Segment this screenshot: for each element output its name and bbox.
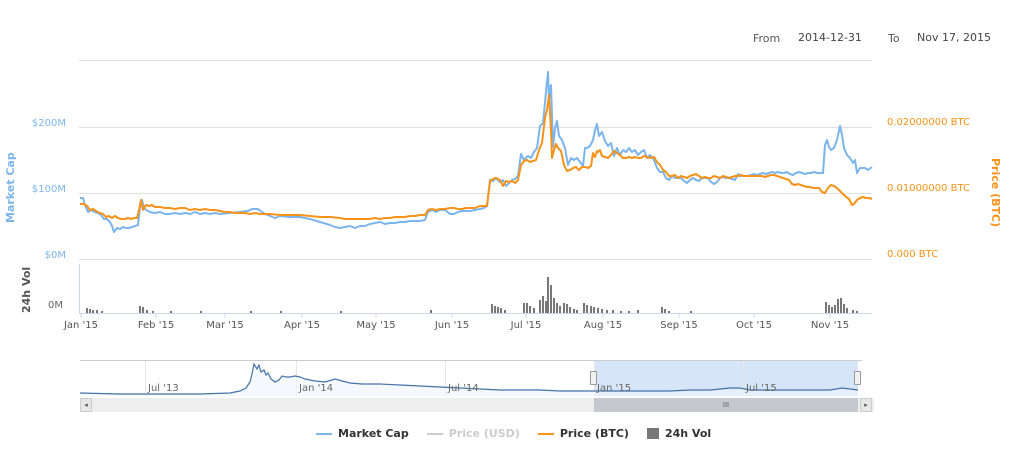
legend-item-24h-vol[interactable]: 24h Vol: [646, 427, 712, 440]
x-tick-label: Feb '15: [137, 320, 175, 331]
left-tick-100m: $100M: [31, 184, 66, 195]
x-tick-label: Nov '15: [810, 320, 850, 331]
market-cap-swatch: [316, 432, 332, 435]
scroll-left-button[interactable]: ◂: [80, 398, 92, 412]
right-tick-0: 0.000 BTC: [887, 249, 939, 260]
price-btc-swatch: [537, 432, 554, 435]
navigator-left-handle[interactable]: [590, 371, 597, 385]
volume-bars: [86, 277, 858, 313]
legend-label: Market Cap: [338, 427, 409, 440]
gridlines: [79, 60, 872, 260]
scrollbar-thumb[interactable]: III: [594, 398, 858, 412]
x-tick-label: Jul '15: [510, 320, 542, 331]
scrollbar-track[interactable]: ◂ III ▸: [80, 398, 874, 412]
right-tick-002: 0.02000000 BTC: [887, 117, 970, 128]
from-date-input[interactable]: 2014-12-31: [798, 31, 862, 44]
x-tick-label: Oct '15: [736, 320, 772, 331]
price-btc-line: [80, 94, 873, 220]
navigator-label: Jul '13: [148, 383, 179, 394]
legend-item-market-cap[interactable]: Market Cap: [316, 427, 409, 440]
navigator-right-handle[interactable]: [854, 371, 861, 385]
navigator-label: Jan '14: [299, 383, 334, 394]
legend-label: Price (USD): [448, 427, 520, 440]
x-tick-label: May '15: [356, 320, 396, 331]
market-cap-line: [80, 71, 873, 233]
price-usd-swatch: [426, 432, 443, 435]
x-tick-label: Jan '15: [63, 320, 99, 331]
to-date-input[interactable]: Nov 17, 2015: [917, 31, 991, 44]
x-tick-label: Apr '15: [284, 320, 320, 331]
from-label: From: [753, 32, 781, 45]
x-ticks: [80, 313, 831, 318]
navigator-label: Jul '14: [448, 383, 479, 394]
left-tick-0m: $0M: [44, 250, 66, 261]
legend-label: 24h Vol: [664, 427, 712, 440]
navigator[interactable]: Jul '13 Jan '14 Jul '14 Jan '15 Jul '15: [80, 360, 862, 396]
volume-swatch: [646, 428, 659, 439]
navigator-label: Jul '15: [746, 383, 777, 394]
legend-item-price-btc[interactable]: Price (BTC): [537, 427, 629, 440]
x-tick-label: Aug '15: [583, 320, 623, 331]
right-tick-001: 0.01000000 BTC: [887, 183, 970, 194]
navigator-label: Jan '15: [597, 383, 632, 394]
x-tick-label: Jun '15: [434, 320, 470, 331]
legend-label: Price (BTC): [559, 427, 629, 440]
x-tick-label: Mar '15: [206, 320, 244, 331]
legend: Market Cap Price (USD) Price (BTC) 24h V…: [316, 427, 711, 440]
scroll-right-button[interactable]: ▸: [860, 398, 872, 412]
to-label: To: [888, 32, 900, 45]
legend-item-price-usd[interactable]: Price (USD): [426, 427, 520, 440]
vol-tick-0m: 0M: [48, 300, 63, 311]
left-tick-200m: $200M: [31, 118, 66, 129]
navigator-series: [80, 360, 862, 396]
x-tick-label: Sep '15: [660, 320, 698, 331]
